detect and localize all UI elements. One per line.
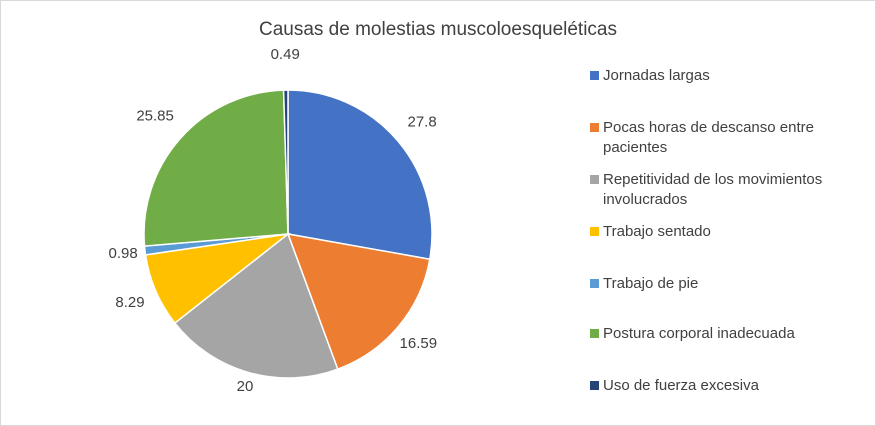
legend-item: Postura corporal inadecuada	[590, 324, 870, 344]
pie-slice	[173, 232, 339, 379]
chart-title: Causas de molestias muscoloesqueléticas	[258, 19, 617, 40]
pie-slice	[282, 89, 289, 235]
data-label: 16.59	[400, 335, 438, 352]
legend-swatch	[590, 279, 599, 288]
data-label: 0.98	[108, 245, 137, 262]
legend-item: Pocas horas de descanso entre pacientes	[590, 118, 870, 158]
data-label: 20	[237, 378, 254, 395]
legend-swatch	[590, 381, 599, 390]
legend-item: Uso de fuerza excesiva	[590, 376, 870, 396]
legend-swatch	[590, 227, 599, 236]
legend-label: Repetitividad de los movimientos involuc…	[603, 171, 823, 208]
data-label: 27.8	[407, 114, 436, 131]
legend-swatch	[590, 329, 599, 338]
legend-swatch	[590, 71, 599, 80]
legend-label: Uso de fuerza excesiva	[603, 377, 759, 394]
pie-slice	[287, 89, 433, 261]
pie-slice	[286, 233, 431, 371]
legend-swatch	[590, 175, 599, 184]
legend-item: Jornadas largas	[590, 66, 870, 86]
legend-swatch	[590, 123, 599, 132]
legend-label: Jornadas largas	[603, 67, 710, 84]
legend-item: Trabajo sentado	[590, 222, 870, 242]
legend-label: Pocas horas de descanso entre pacientes	[603, 119, 814, 156]
data-label: 8.29	[115, 294, 144, 311]
legend-label: Trabajo sentado	[603, 223, 711, 240]
legend-item: Trabajo de pie	[590, 274, 870, 294]
legend-label: Trabajo de pie	[603, 275, 699, 292]
data-label: 25.85	[136, 108, 174, 125]
pie-slice	[143, 89, 289, 247]
data-label: 0.49	[271, 46, 300, 63]
legend-item: Repetitividad de los movimientos involuc…	[590, 170, 870, 210]
legend-label: Postura corporal inadecuada	[603, 325, 795, 342]
